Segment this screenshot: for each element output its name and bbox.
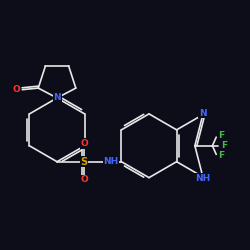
- Text: F: F: [218, 131, 224, 140]
- Text: O: O: [80, 139, 88, 148]
- Text: NH: NH: [195, 174, 210, 183]
- Text: S: S: [80, 157, 88, 167]
- Text: N: N: [53, 94, 61, 102]
- Text: F: F: [221, 141, 227, 150]
- Text: O: O: [80, 175, 88, 184]
- Text: N: N: [199, 108, 207, 118]
- Text: O: O: [13, 85, 20, 94]
- Text: NH: NH: [103, 157, 118, 166]
- Text: F: F: [218, 152, 224, 160]
